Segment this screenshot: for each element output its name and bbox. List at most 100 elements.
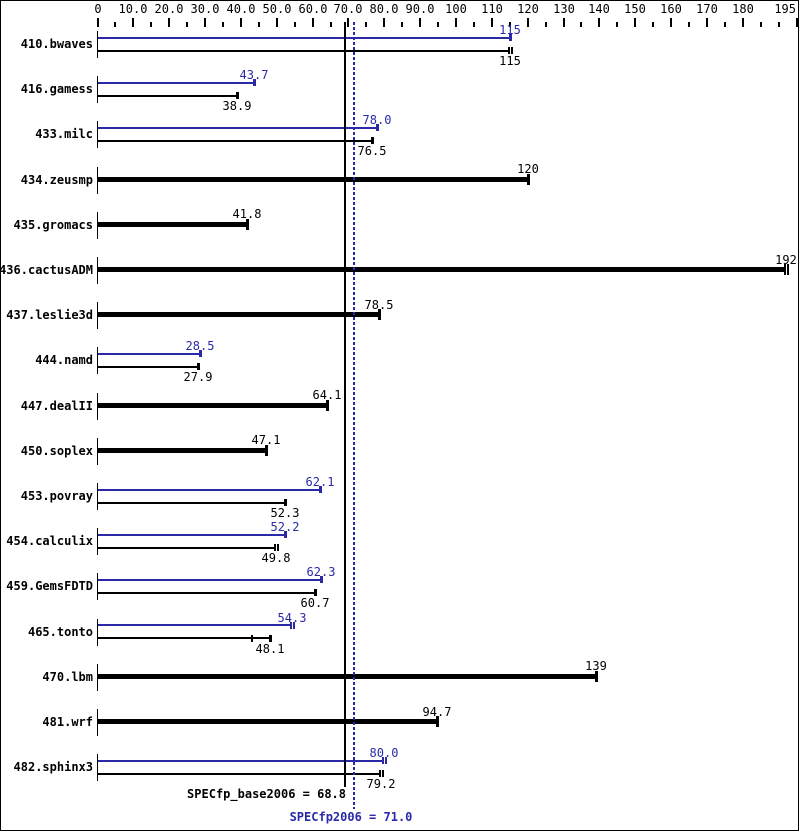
x-axis-minor-tick — [186, 22, 188, 27]
base-bar — [98, 502, 285, 504]
x-axis-tick-label: 180 — [732, 2, 754, 16]
peak-value-label: 62.3 — [306, 565, 336, 579]
peak-bar-endcap — [199, 350, 202, 357]
peak-bar-endcap — [376, 124, 379, 131]
benchmark-label: 465.tonto — [27, 625, 93, 639]
benchmark-label: 481.wrf — [42, 715, 93, 729]
x-axis-major-tick — [419, 18, 421, 27]
peak-bar-endcap — [382, 757, 387, 764]
benchmark-label: 454.calculix — [6, 534, 93, 548]
row-baseline — [97, 393, 98, 420]
base-bar-endcap — [436, 716, 439, 727]
x-axis-minor-tick — [688, 22, 690, 27]
x-axis-major-tick — [383, 18, 385, 27]
x-axis-tick-label: 140 — [588, 2, 610, 16]
row-baseline — [97, 483, 98, 510]
base-value-label: 48.1 — [255, 642, 285, 656]
base-bar-endcap — [379, 770, 384, 777]
peak-bar — [98, 489, 320, 491]
base-mean-label: SPECfp_base2006 = 68.8 — [187, 787, 346, 801]
base-bar — [98, 674, 596, 679]
base-value-label: 47.1 — [251, 433, 281, 447]
benchmark-label: 459.GemsFDTD — [6, 579, 93, 593]
x-axis-minor-tick — [114, 22, 116, 27]
x-axis-major-tick — [240, 18, 242, 27]
benchmark-label: 470.lbm — [42, 670, 93, 684]
base-bar — [98, 448, 266, 453]
x-axis-major-tick — [312, 18, 314, 27]
x-axis-major-tick — [276, 18, 278, 27]
peak-bar-endcap — [290, 622, 295, 629]
peak-value-label: 115 — [499, 23, 521, 37]
x-axis-tick-label: 30.0 — [190, 2, 220, 16]
peak-value-label: 62.1 — [305, 475, 335, 489]
x-axis-minor-tick — [437, 22, 439, 27]
x-axis-tick-label: 70.0 — [333, 2, 363, 16]
row-baseline — [97, 528, 98, 555]
x-axis-major-tick — [527, 18, 529, 27]
x-axis-minor-tick — [365, 22, 367, 27]
base-value-label: 139 — [585, 659, 607, 673]
x-axis-tick-label: 80.0 — [369, 2, 399, 16]
x-axis-minor-tick — [580, 22, 582, 27]
base-value-label: 49.8 — [261, 551, 291, 565]
x-axis-tick-label: 110 — [481, 2, 503, 16]
base-bar-endcap — [595, 671, 598, 682]
benchmark-label: 453.povray — [20, 489, 93, 503]
row-baseline — [97, 121, 98, 148]
peak-bar-endcap — [253, 79, 256, 86]
benchmark-label: 450.soplex — [20, 444, 93, 458]
x-axis-major-tick — [634, 18, 636, 27]
base-value-label: 27.9 — [183, 370, 213, 384]
peak-value-label: 78.0 — [362, 113, 392, 127]
base-value-label: 120 — [517, 162, 539, 176]
x-axis-minor-tick — [150, 22, 152, 27]
base-value-label: 41.8 — [232, 207, 262, 221]
x-axis-tick-label: 120 — [517, 2, 539, 16]
x-axis-minor-tick — [616, 22, 618, 27]
base-bar-endcap — [784, 264, 789, 275]
base-bar — [98, 592, 315, 594]
peak-value-label: 54.3 — [277, 611, 307, 625]
x-axis-major-tick — [598, 18, 600, 27]
base-bar-endcap — [326, 400, 329, 411]
base-value-label: 60.7 — [300, 596, 330, 610]
row-baseline — [97, 167, 98, 194]
x-axis-tick-label: 170 — [696, 2, 718, 16]
benchmark-label: 482.sphinx3 — [13, 760, 93, 774]
x-axis-minor-tick — [509, 22, 511, 27]
base-bar — [98, 222, 247, 227]
x-axis-major-tick — [97, 18, 99, 27]
base-bar — [98, 312, 379, 317]
x-axis-major-tick — [204, 18, 206, 27]
x-axis-tick-label: 40.0 — [226, 2, 256, 16]
base-value-label: 64.1 — [312, 388, 342, 402]
base-value-label: 76.5 — [357, 144, 387, 158]
base-bar-endcap — [269, 635, 272, 642]
peak-bar — [98, 624, 292, 626]
x-axis-major-tick — [706, 18, 708, 27]
peak-bar — [98, 534, 285, 536]
peak-bar-endcap — [509, 34, 512, 41]
base-value-label: 94.7 — [422, 705, 452, 719]
x-axis-tick-label: 130 — [553, 2, 575, 16]
x-axis-minor-tick — [724, 22, 726, 27]
benchmark-label: 433.milc — [35, 127, 93, 141]
x-axis-tick-label: 150 — [624, 2, 646, 16]
base-bar-endcap — [246, 219, 249, 230]
benchmark-label: 416.gamess — [20, 82, 93, 96]
peak-bar-endcap — [284, 531, 287, 538]
x-axis-minor-tick — [330, 22, 332, 27]
x-axis-minor-tick — [473, 22, 475, 27]
row-baseline — [97, 573, 98, 600]
peak-bar — [98, 37, 510, 39]
base-value-label: 115 — [499, 54, 521, 68]
base-value-label: 52.3 — [270, 506, 300, 520]
peak-mean-line — [353, 22, 355, 809]
base-bar — [98, 366, 198, 368]
benchmark-label: 437.leslie3d — [6, 308, 93, 322]
base-mean-line — [344, 22, 346, 787]
base-bar-run-tick — [251, 635, 253, 642]
base-value-label: 38.9 — [222, 99, 252, 113]
